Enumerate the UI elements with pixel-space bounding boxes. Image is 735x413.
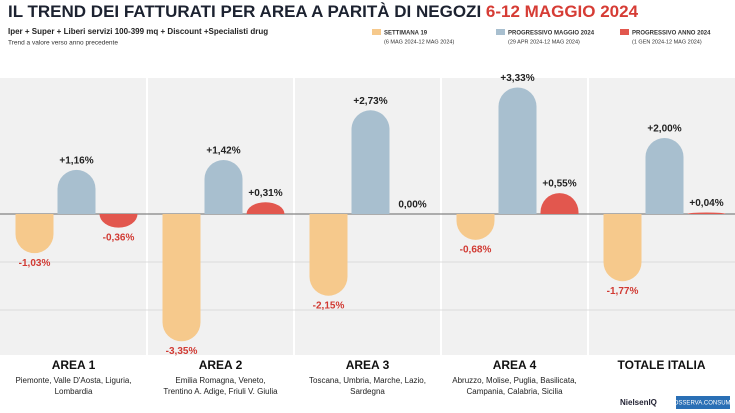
bar — [540, 193, 579, 214]
bar — [246, 202, 285, 214]
bar — [645, 138, 684, 214]
value-label: +0,31% — [248, 188, 282, 199]
value-label: -0,36% — [103, 232, 135, 243]
bar — [162, 214, 201, 342]
value-label: -1,03% — [19, 258, 51, 269]
value-label: -1,77% — [607, 286, 639, 297]
category-detail: Abruzzo, Molise, Puglia, Basilicata, — [452, 376, 577, 385]
value-label: -3,35% — [166, 346, 198, 357]
value-label: +1,42% — [206, 146, 240, 157]
bar — [351, 110, 390, 214]
category-detail: Trentino A. Adige, Friuli V. Giulia — [163, 387, 278, 396]
bar — [456, 214, 495, 240]
legend-label: SETTIMANA 19 — [384, 31, 428, 37]
value-label: +3,33% — [500, 73, 534, 84]
bar — [204, 160, 243, 214]
bar — [603, 214, 642, 282]
credit: NielsenIQ — [620, 398, 657, 407]
category-label: TOTALE ITALIA — [618, 358, 706, 372]
value-label: +1,16% — [59, 156, 93, 167]
legend-period: (1 GEN 2024-12 MAG 2024) — [632, 39, 702, 45]
bar — [687, 212, 726, 214]
category-label: AREA 1 — [52, 358, 96, 372]
category-detail: Campania, Calabria, Sicilia — [466, 387, 563, 396]
value-label: -2,15% — [313, 300, 345, 311]
legend-label: PROGRESSIVO MAGGIO 2024 — [508, 31, 595, 37]
value-label: +0,04% — [689, 198, 723, 209]
credit: OSSERVA.CONSUMI — [674, 401, 733, 407]
category-label: AREA 2 — [199, 358, 243, 372]
category-detail: Toscana, Umbria, Marche, Lazio, — [309, 376, 426, 385]
legend-swatch — [496, 29, 505, 35]
bar — [15, 214, 54, 254]
legend-label: PROGRESSIVO ANNO 2024 — [632, 31, 711, 37]
legend-period: (6 MAG 2024-12 MAG 2024) — [384, 39, 454, 45]
bar — [498, 87, 537, 214]
category-label: AREA 3 — [346, 358, 390, 372]
chart-title: IL TREND DEI FATTURATI PER AREA A PARITÀ… — [8, 2, 639, 21]
category-detail: Piemonte, Valle D'Aosta, Liguria, — [15, 376, 131, 385]
legend-period: (29 APR 2024-12 MAG 2024) — [508, 39, 580, 45]
category-detail: Sardegna — [350, 387, 385, 396]
title-main: IL TREND DEI FATTURATI PER AREA A PARITÀ… — [8, 2, 481, 21]
value-label: +0,55% — [542, 179, 576, 190]
title-highlight: 6-12 MAGGIO 2024 — [486, 2, 639, 21]
value-label: -0,68% — [460, 244, 492, 255]
category-detail: Emilia Romagna, Veneto, — [175, 376, 265, 385]
subtitle: Iper + Super + Liberi servizi 100-399 mq… — [8, 27, 268, 36]
legend-swatch — [620, 29, 629, 35]
bar — [99, 214, 138, 228]
value-label: +2,73% — [353, 96, 387, 107]
bar — [57, 169, 96, 214]
credit-box — [676, 396, 730, 409]
value-label: 0,00% — [398, 200, 426, 211]
category-label: AREA 4 — [493, 358, 537, 372]
legend-swatch — [372, 29, 381, 35]
bar — [309, 214, 348, 296]
value-label: +2,00% — [647, 124, 681, 135]
category-detail: Lombardia — [55, 387, 93, 396]
note: Trend a valore verso anno precedente — [8, 40, 118, 47]
